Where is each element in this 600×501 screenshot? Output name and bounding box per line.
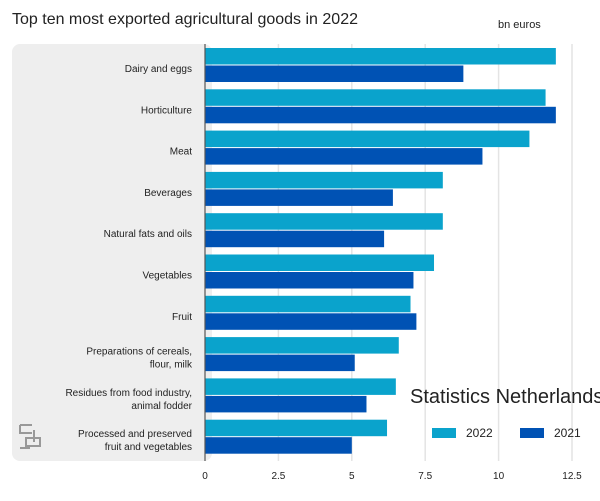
bar-2022 [205,419,388,437]
category-label: Fruit [172,312,192,323]
bar-2021 [205,230,385,248]
category-label: Vegetables [143,271,193,282]
bar-2021 [205,313,417,330]
legend-swatch-2022 [432,428,456,438]
x-tick-label: 12.5 [562,471,582,482]
bar-2021 [205,106,556,124]
bar-2021 [205,354,355,372]
category-label: Natural fats and oils [104,229,192,240]
x-tick-label: 10 [493,471,505,482]
x-tick-label: 0 [202,471,208,482]
category-label: Preparations of cereals, [86,347,192,358]
bar-2021 [205,437,352,454]
bar-2022 [205,378,396,395]
bar-2022 [205,89,546,106]
bar-2022 [205,295,411,313]
chart-title: Top ten most exported agricultural goods… [12,11,358,28]
category-label: Beverages [144,188,192,199]
category-label: Horticulture [141,105,193,116]
category-label: animal fodder [131,401,192,412]
category-label: fruit and vegetables [105,442,192,453]
category-label: Meat [170,147,192,158]
category-label: Processed and preserved [78,429,192,440]
legend-label-2021: 2021 [554,426,581,440]
bar-2022 [205,48,556,65]
x-tick-label: 5 [349,471,355,482]
bar-2021 [205,189,393,206]
cbs-logo [19,424,41,449]
legend-swatch-2021 [520,428,544,438]
bar-2022 [205,171,443,189]
label-panel [12,44,212,461]
bar-2021 [205,272,414,289]
category-label: Residues from food industry, [65,388,192,399]
unit-label: bn euros [498,19,541,31]
x-tick-label: 2.5 [271,471,285,482]
bar-2022 [205,213,443,230]
bar-2021 [205,395,367,413]
bar-2022 [205,254,435,271]
watermark: Statistics Netherlands [410,386,600,408]
bar-2022 [205,337,399,354]
bar-2021 [205,148,483,165]
legend-label-2022: 2022 [466,426,493,440]
category-label: flour, milk [150,360,193,371]
bar-2021 [205,65,464,82]
x-tick-label: 7.5 [418,471,432,482]
legend: 2022 2021 [432,426,581,440]
category-label: Dairy and eggs [125,64,192,75]
bar-2022 [205,130,530,148]
